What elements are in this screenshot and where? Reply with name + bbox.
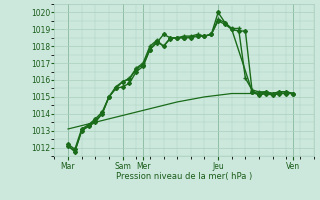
X-axis label: Pression niveau de la mer( hPa ): Pression niveau de la mer( hPa ) (116, 172, 252, 181)
